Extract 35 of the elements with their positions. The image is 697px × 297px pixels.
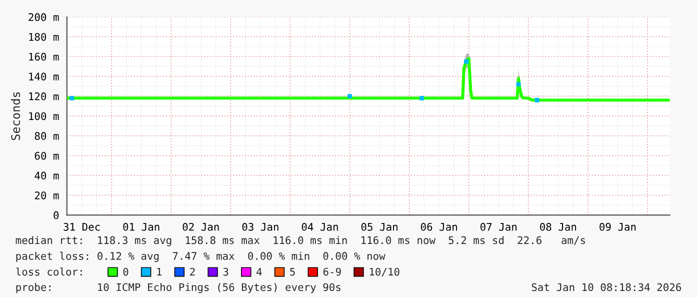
legend-label: 3: [223, 268, 228, 276]
x-tick-label: 09 Jan: [600, 222, 636, 231]
y-tick-label: 180 m: [29, 32, 59, 41]
y-tick-label: 160 m: [29, 52, 59, 61]
text: probe: 10 ICMP Echo Pings (56 Bytes) every 90s: [16, 283, 340, 294]
legend-label: 10/10: [370, 268, 400, 277]
x-tick-label: 07 Jan: [480, 222, 517, 231]
text: median rtt: 118.3 ms avg 158.8 ms max 116.0 ms min 116.0 ms now 5.2 ms sd 22.6 am/s: [16, 236, 585, 246]
x-tick-label: 01 Jan: [123, 222, 160, 231]
x-tick-label: 02 Jan: [182, 222, 219, 231]
text: packet loss: 0.12 % avg 7.47 % max 0.00 % min 0.00 % now: [16, 252, 386, 262]
x-tick-label: 03 Jan: [242, 222, 278, 231]
legend-title: loss color:: [16, 268, 82, 276]
x-tick-label: 06 Jan: [420, 222, 457, 231]
y-tick-label: 40 m: [34, 172, 59, 180]
y-tick-label: 0: [54, 211, 59, 220]
legend-label: 0: [123, 268, 128, 276]
legend-label: 1: [157, 268, 162, 276]
y-tick-label: 200 m: [28, 13, 59, 22]
y-tick-label: 140 m: [29, 72, 59, 80]
y-axis-title: Seconds: [10, 92, 20, 140]
x-tick-label: 08 Jan: [540, 222, 576, 231]
y-tick-label: 80 m: [34, 132, 59, 140]
y-tick-label: 120 m: [29, 92, 59, 100]
y-tick-label: 100 m: [29, 112, 59, 120]
legend-label: 5: [290, 268, 295, 276]
x-tick-label: 31 Dec: [64, 222, 100, 231]
y-tick-label: 60 m: [34, 152, 59, 160]
y-tick-label: 20 m: [34, 191, 59, 200]
text: Sat Jan 10 08:18:34 2026: [532, 283, 681, 292]
x-tick-label: 05 Jan: [361, 222, 398, 231]
x-tick-label: 04 Jan: [302, 222, 338, 231]
legend-label: 2: [190, 268, 195, 276]
legend-label: 6-9: [323, 268, 341, 276]
legend-label: 4: [256, 268, 262, 276]
